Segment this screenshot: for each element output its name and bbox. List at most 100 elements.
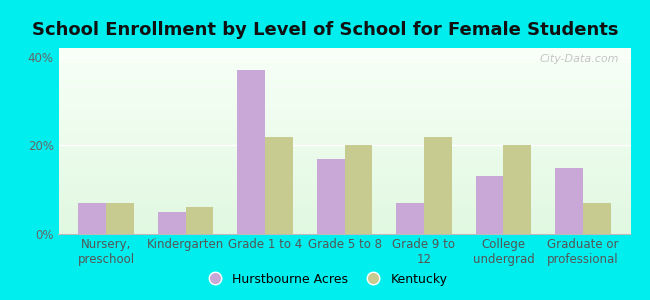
Bar [58,215,630,217]
Bar [317,159,345,234]
Bar [58,119,630,121]
Bar [58,182,630,184]
Bar [58,152,630,154]
Bar [58,134,630,135]
Bar [58,171,630,172]
Bar [58,113,630,115]
Bar [58,210,630,212]
Bar [58,217,630,219]
Bar [106,203,134,234]
Bar [158,212,186,234]
Bar [58,228,630,230]
Bar [58,172,630,175]
Bar [344,146,372,234]
Bar [58,56,630,57]
Bar [58,135,630,137]
Bar [58,158,630,160]
Bar [58,141,630,143]
Bar [58,82,630,83]
Bar [58,154,630,156]
Bar [58,61,630,63]
Text: City-Data.com: City-Data.com [540,54,619,64]
Bar [58,214,630,215]
Bar [58,145,630,147]
Bar [58,76,630,78]
Bar [58,124,630,126]
Bar [58,188,630,189]
Bar [58,169,630,171]
Legend: Hurstbourne Acres, Kentucky: Hurstbourne Acres, Kentucky [197,268,453,291]
Bar [58,65,630,67]
Bar [58,161,630,163]
Bar [58,191,630,193]
Bar [58,106,630,107]
Bar [58,54,630,56]
Bar [58,147,630,148]
Bar [58,195,630,197]
Bar [58,167,630,169]
Bar [396,203,424,234]
Bar [58,132,630,134]
Bar [58,230,630,232]
Bar [58,78,630,80]
Bar [58,200,630,202]
Bar [58,126,630,128]
Bar [237,70,265,234]
Bar [58,156,630,158]
Bar [58,94,630,96]
Bar [58,83,630,85]
Bar [58,74,630,76]
Bar [58,178,630,180]
Bar [58,80,630,82]
Bar [265,136,293,234]
Bar [58,98,630,100]
Bar [58,223,630,225]
Bar [555,168,583,234]
Bar [58,117,630,119]
Bar [58,63,630,65]
Bar [58,189,630,191]
Text: School Enrollment by Level of School for Female Students: School Enrollment by Level of School for… [32,21,618,39]
Bar [58,143,630,145]
Bar [58,184,630,186]
Bar [58,91,630,93]
Bar [58,150,630,152]
Bar [58,165,630,167]
Bar [58,68,630,70]
Bar [58,107,630,110]
Bar [58,100,630,102]
Bar [58,48,630,50]
Bar [186,207,213,234]
Bar [58,130,630,132]
Bar [58,202,630,204]
Bar [58,121,630,122]
Bar [58,110,630,111]
Bar [58,87,630,89]
Bar [583,203,610,234]
Bar [58,59,630,61]
Bar [58,128,630,130]
Bar [476,176,503,234]
Bar [58,225,630,226]
Bar [58,115,630,117]
Bar [58,148,630,150]
Bar [58,57,630,59]
Bar [58,104,630,106]
Bar [58,199,630,200]
Bar [58,111,630,113]
Bar [58,219,630,221]
Bar [58,85,630,87]
Bar [58,197,630,199]
Bar [58,175,630,176]
Bar [58,206,630,208]
Bar [58,180,630,182]
Bar [58,50,630,52]
Bar [58,72,630,74]
Bar [58,52,630,54]
Bar [58,137,630,139]
Bar [503,146,531,234]
Bar [58,232,630,234]
Bar [58,176,630,178]
Bar [58,70,630,72]
Bar [58,160,630,161]
